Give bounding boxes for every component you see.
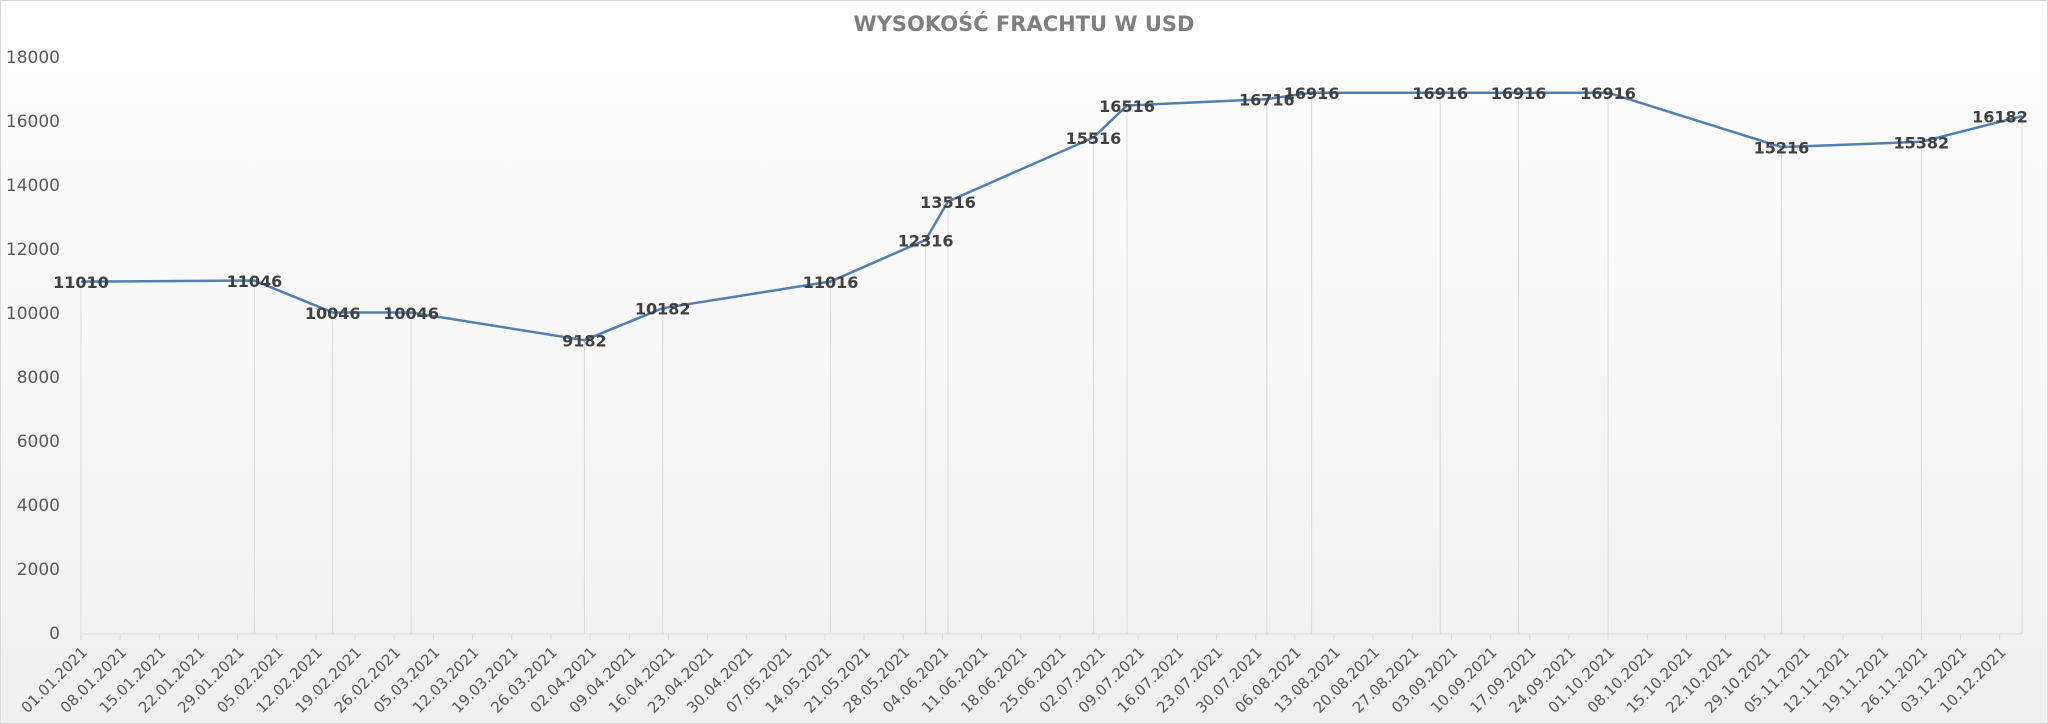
y-tick-label: 18000 [6, 48, 60, 68]
data-label: 15216 [1754, 139, 1810, 158]
data-label: 11046 [227, 272, 283, 291]
chart-title: WYSOKOŚĆ FRACHTU W USD [854, 11, 1195, 36]
data-label: 12316 [898, 231, 954, 250]
y-tick-label: 12000 [6, 240, 60, 260]
y-tick-label: 4000 [17, 496, 60, 516]
y-tick-label: 16000 [6, 112, 60, 132]
y-tick-label: 10000 [6, 304, 60, 324]
data-label: 16916 [1491, 84, 1547, 103]
data-label: 15382 [1893, 133, 1949, 152]
data-label: 11010 [53, 273, 109, 292]
data-label: 16716 [1239, 91, 1295, 110]
data-label: 10046 [383, 304, 439, 323]
data-label: 10182 [635, 300, 691, 319]
data-label: 16916 [1412, 84, 1468, 103]
data-label: 16916 [1284, 84, 1340, 103]
data-label: 16516 [1099, 97, 1155, 116]
y-tick-label: 8000 [17, 368, 60, 388]
y-tick-label: 2000 [17, 560, 60, 580]
data-label: 11016 [803, 273, 859, 292]
data-label: 16916 [1580, 84, 1636, 103]
data-label: 9182 [562, 332, 607, 351]
y-tick-label: 6000 [17, 432, 60, 452]
data-label: 10046 [305, 304, 361, 323]
y-tick-label: 14000 [6, 176, 60, 196]
data-label: 15516 [1066, 129, 1122, 148]
series-line [80, 91, 2023, 342]
y-tick-label: 0 [49, 624, 60, 644]
data-label: 16182 [1972, 108, 2028, 127]
data-label: 13516 [920, 193, 976, 212]
